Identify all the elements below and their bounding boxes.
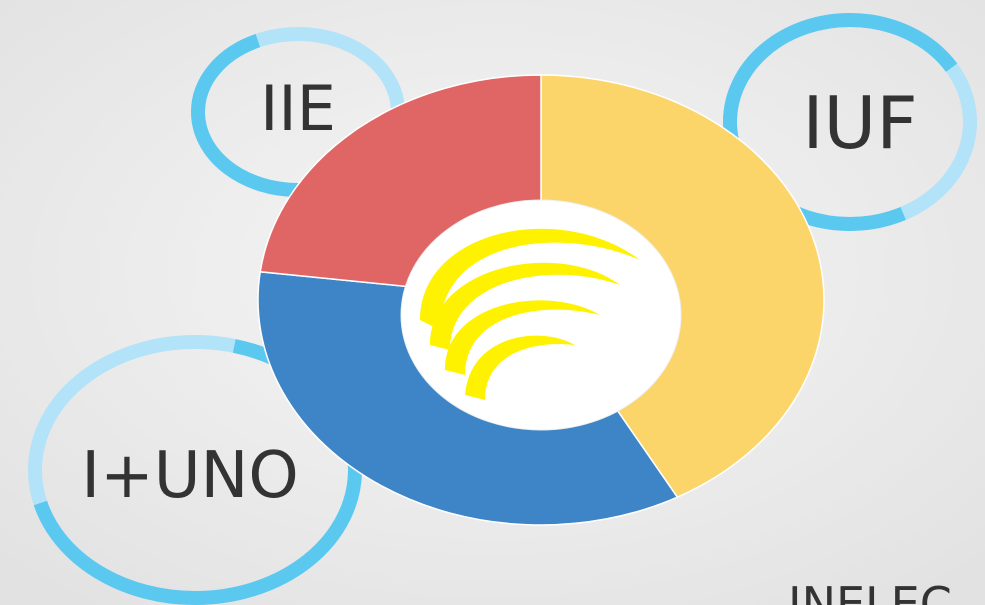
logo-arc [465, 335, 575, 400]
label: IUF [802, 81, 917, 165]
label: INELEC [788, 577, 952, 605]
logo [400, 199, 682, 431]
label: IIE [260, 72, 336, 145]
ring-arc [723, 13, 977, 231]
logo-arc [420, 228, 640, 330]
logo-arc [445, 300, 600, 375]
logo-arc [430, 262, 620, 350]
label: I+UNO [81, 439, 299, 513]
